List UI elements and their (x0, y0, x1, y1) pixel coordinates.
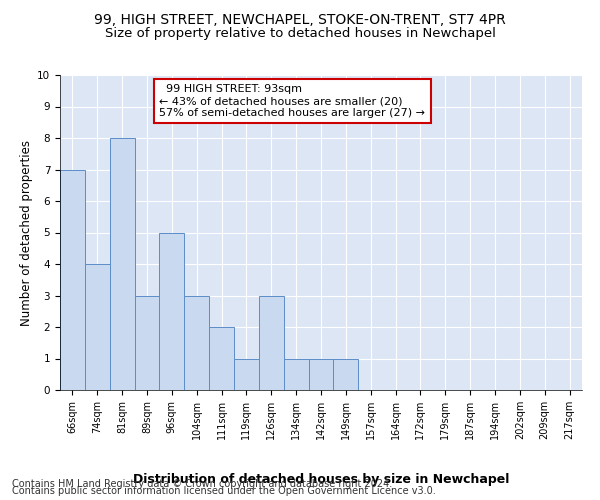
Bar (134, 296, 160, 390)
Bar (209, 327, 234, 390)
Text: Contains public sector information licensed under the Open Government Licence v3: Contains public sector information licen… (12, 486, 436, 496)
Text: 99 HIGH STREET: 93sqm  
← 43% of detached houses are smaller (20)
57% of semi-de: 99 HIGH STREET: 93sqm ← 43% of detached … (160, 84, 425, 117)
Bar (259, 296, 284, 390)
Text: Size of property relative to detached houses in Newchapel: Size of property relative to detached ho… (104, 28, 496, 40)
Text: Distribution of detached houses by size in Newchapel: Distribution of detached houses by size … (133, 472, 509, 486)
Bar (184, 296, 209, 390)
Bar (85, 264, 110, 390)
Bar (60, 170, 85, 390)
Text: 99, HIGH STREET, NEWCHAPEL, STOKE-ON-TRENT, ST7 4PR: 99, HIGH STREET, NEWCHAPEL, STOKE-ON-TRE… (94, 12, 506, 26)
Bar (234, 358, 259, 390)
Bar (308, 358, 334, 390)
Bar (284, 358, 308, 390)
Y-axis label: Number of detached properties: Number of detached properties (20, 140, 33, 326)
Bar (334, 358, 358, 390)
Bar (160, 232, 184, 390)
Bar (110, 138, 134, 390)
Text: Contains HM Land Registry data © Crown copyright and database right 2024.: Contains HM Land Registry data © Crown c… (12, 479, 392, 489)
